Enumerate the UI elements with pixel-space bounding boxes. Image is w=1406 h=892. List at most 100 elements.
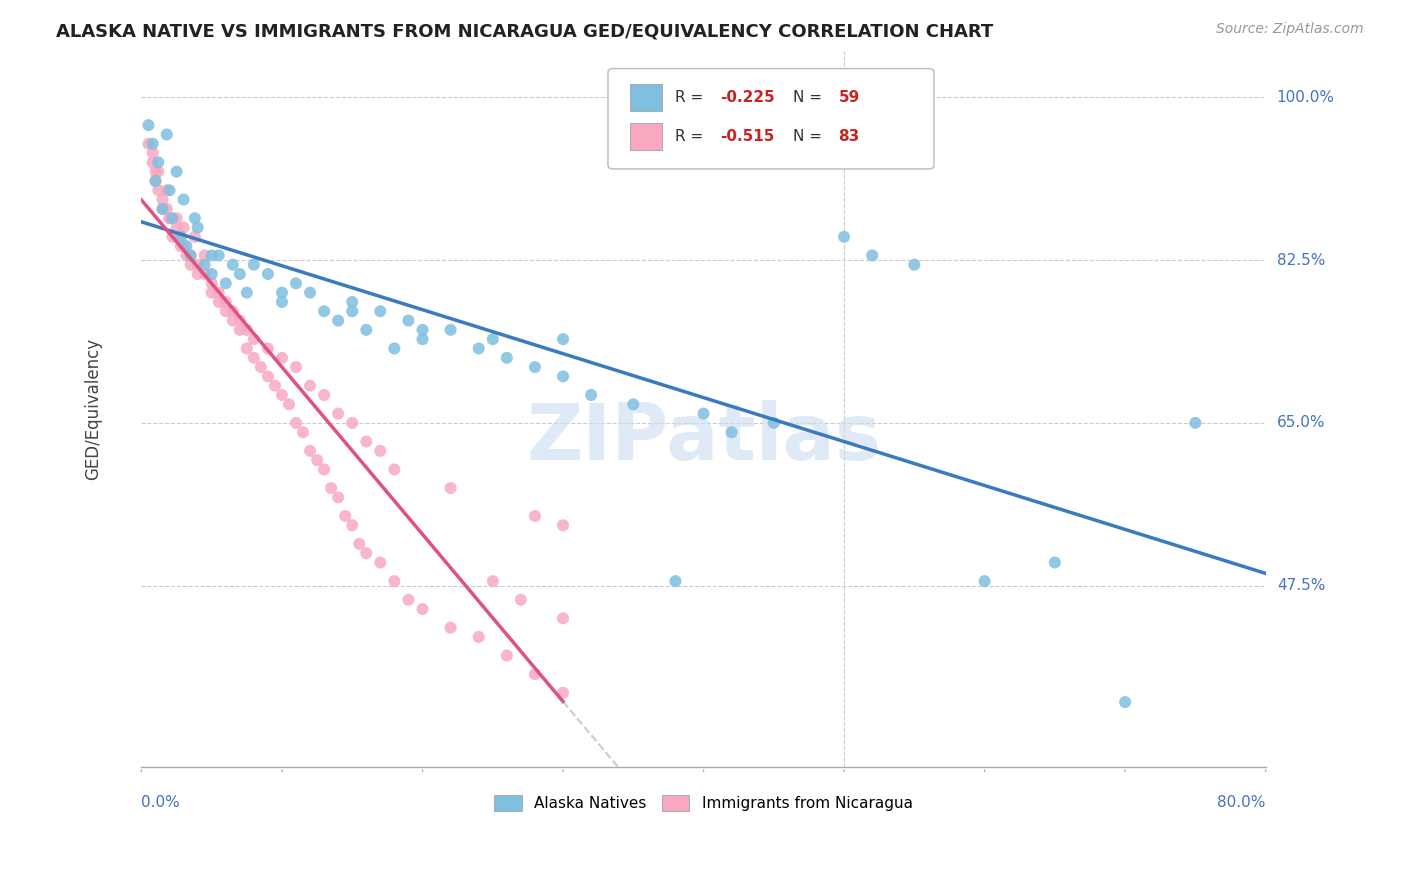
Point	[257, 369, 280, 384]
Point	[903, 258, 925, 272]
Point	[621, 397, 644, 411]
Point	[159, 211, 181, 226]
Point	[321, 481, 343, 495]
Point	[314, 462, 336, 476]
Point	[194, 267, 217, 281]
Point	[236, 285, 259, 300]
Point	[439, 323, 461, 337]
Point	[201, 277, 224, 291]
Point	[271, 388, 294, 402]
Point	[328, 491, 350, 505]
Point	[342, 518, 364, 533]
Point	[335, 508, 357, 523]
Point	[973, 574, 995, 588]
Text: GED/Equivalency: GED/Equivalency	[84, 338, 103, 480]
Point	[138, 136, 160, 151]
Point	[328, 313, 350, 327]
Point	[439, 481, 461, 495]
Point	[285, 277, 308, 291]
Point	[278, 397, 301, 411]
Point	[481, 574, 503, 588]
Point	[156, 202, 179, 216]
Point	[370, 304, 392, 318]
Text: 65.0%: 65.0%	[1277, 416, 1326, 431]
Point	[356, 546, 378, 560]
Point	[1043, 556, 1066, 570]
Point	[495, 648, 517, 663]
FancyBboxPatch shape	[607, 69, 934, 169]
Point	[285, 416, 308, 430]
Point	[201, 267, 224, 281]
Point	[299, 443, 322, 458]
Point	[720, 425, 742, 440]
Point	[370, 443, 392, 458]
Point	[229, 313, 252, 327]
Point	[579, 388, 602, 402]
Point	[159, 183, 181, 197]
Text: -0.515: -0.515	[720, 129, 775, 145]
Point	[180, 248, 202, 262]
Point	[396, 592, 419, 607]
Point	[152, 202, 174, 216]
Point	[285, 360, 308, 375]
Point	[523, 667, 546, 681]
Point	[257, 267, 280, 281]
Point	[145, 174, 167, 188]
Point	[138, 118, 160, 132]
Point	[264, 378, 287, 392]
Text: 47.5%: 47.5%	[1277, 578, 1324, 593]
Point	[222, 258, 245, 272]
Point	[152, 202, 174, 216]
Point	[551, 611, 574, 625]
Point	[314, 304, 336, 318]
Point	[170, 229, 193, 244]
Text: N =: N =	[793, 90, 827, 104]
Point	[384, 574, 406, 588]
Point	[467, 630, 489, 644]
Point	[342, 295, 364, 310]
Point	[148, 183, 170, 197]
Point	[250, 360, 273, 375]
Point	[184, 211, 207, 226]
Point	[180, 248, 202, 262]
Bar	[630, 84, 662, 111]
Point	[187, 258, 209, 272]
Point	[145, 164, 167, 178]
Point	[184, 229, 207, 244]
Text: 83: 83	[838, 129, 859, 145]
Point	[271, 295, 294, 310]
Point	[243, 258, 266, 272]
Point	[243, 351, 266, 365]
Point	[145, 174, 167, 188]
Point	[384, 342, 406, 356]
Point	[509, 592, 531, 607]
Point	[762, 416, 785, 430]
Point	[222, 304, 245, 318]
Point	[356, 323, 378, 337]
Point	[152, 193, 174, 207]
Point	[236, 323, 259, 337]
Point	[148, 164, 170, 178]
Point	[215, 304, 238, 318]
Point	[208, 248, 231, 262]
Point	[243, 332, 266, 346]
Point	[411, 323, 433, 337]
Point	[173, 239, 195, 253]
Point	[271, 285, 294, 300]
Point	[523, 508, 546, 523]
Point	[860, 248, 883, 262]
Text: 82.5%: 82.5%	[1277, 252, 1324, 268]
Point	[162, 211, 184, 226]
Point	[551, 518, 574, 533]
Point	[396, 313, 419, 327]
Point	[523, 360, 546, 375]
Point	[208, 295, 231, 310]
Text: R =: R =	[675, 129, 709, 145]
Point	[299, 285, 322, 300]
Legend: Alaska Natives, Immigrants from Nicaragua: Alaska Natives, Immigrants from Nicaragu…	[488, 789, 918, 817]
Point	[201, 285, 224, 300]
Text: R =: R =	[675, 90, 709, 104]
Point	[180, 258, 202, 272]
Point	[173, 220, 195, 235]
Point	[148, 155, 170, 169]
